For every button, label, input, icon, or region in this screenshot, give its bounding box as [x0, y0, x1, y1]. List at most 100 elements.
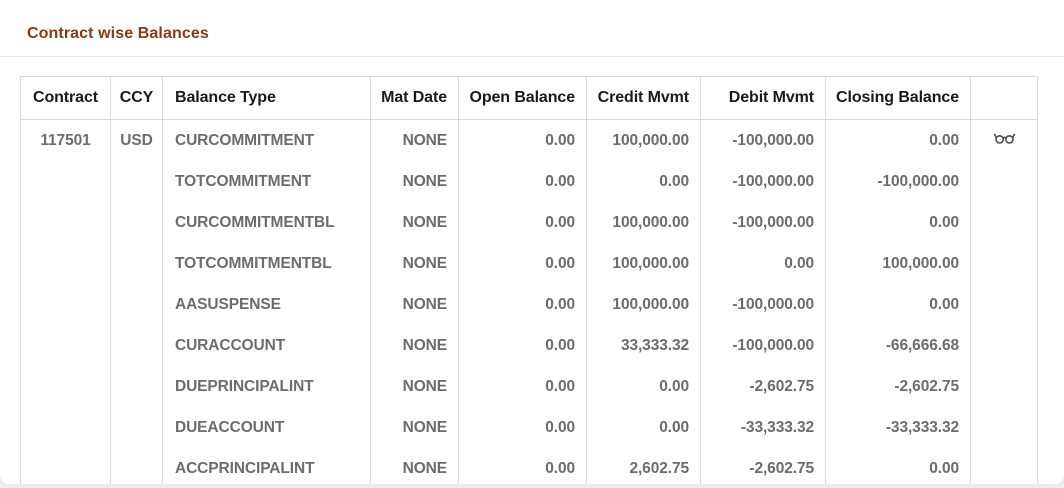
- cell-balance-type: TOTCOMMITMENTBL: [162, 243, 371, 284]
- table-row: TOTCOMMITMENT NONE 0.00 0.00 -100,000.00…: [20, 161, 1038, 202]
- cell-contract: [20, 366, 111, 407]
- title-divider: [0, 56, 1064, 57]
- cell-mat-date: NONE: [370, 243, 459, 284]
- cell-open-balance: 0.00: [458, 284, 587, 325]
- cell-ccy: [110, 202, 163, 243]
- table-row: 117501 USD CURCOMMITMENT NONE 0.00 100,0…: [20, 119, 1038, 161]
- cell-balance-type: CURCOMMITMENTBL: [162, 202, 371, 243]
- cell-ccy: [110, 366, 163, 407]
- cell-action: [970, 119, 1038, 161]
- cell-open-balance: 0.00: [458, 119, 587, 161]
- cell-ccy: [110, 448, 163, 484]
- cell-closing-balance: 0.00: [825, 284, 971, 325]
- cell-mat-date: NONE: [370, 325, 459, 366]
- cell-contract: [20, 448, 111, 484]
- cell-debit-mvmt: 0.00: [700, 243, 826, 284]
- col-header-debit-mvmt: Debit Mvmt: [700, 76, 826, 120]
- cell-action: [970, 325, 1038, 366]
- cell-ccy: [110, 407, 163, 448]
- cell-contract: [20, 407, 111, 448]
- cell-balance-type: ACCPRINCIPALINT: [162, 448, 371, 484]
- cell-closing-balance: 0.00: [825, 202, 971, 243]
- col-header-contract: Contract: [20, 76, 111, 120]
- cell-credit-mvmt: 0.00: [586, 366, 701, 407]
- col-header-balance-type: Balance Type: [162, 76, 371, 120]
- table-row: DUEPRINCIPALINT NONE 0.00 0.00 -2,602.75…: [20, 366, 1038, 407]
- cell-mat-date: NONE: [370, 407, 459, 448]
- cell-open-balance: 0.00: [458, 366, 587, 407]
- cell-action: [970, 243, 1038, 284]
- cell-debit-mvmt: -100,000.00: [700, 161, 826, 202]
- cell-balance-type: AASUSPENSE: [162, 284, 371, 325]
- cell-closing-balance: 0.00: [825, 448, 971, 484]
- cell-closing-balance: -66,666.68: [825, 325, 971, 366]
- cell-credit-mvmt: 100,000.00: [586, 243, 701, 284]
- cell-contract: [20, 325, 111, 366]
- cell-open-balance: 0.00: [458, 448, 587, 484]
- cell-contract: [20, 284, 111, 325]
- cell-action: [970, 284, 1038, 325]
- col-header-action: [970, 76, 1038, 120]
- cell-contract: 117501: [20, 119, 111, 161]
- cell-credit-mvmt: 100,000.00: [586, 284, 701, 325]
- cell-mat-date: NONE: [370, 161, 459, 202]
- col-header-open-balance: Open Balance: [458, 76, 587, 120]
- cell-credit-mvmt: 2,602.75: [586, 448, 701, 484]
- cell-credit-mvmt: 100,000.00: [586, 119, 701, 161]
- cell-mat-date: NONE: [370, 119, 459, 161]
- cell-debit-mvmt: -2,602.75: [700, 448, 826, 484]
- contract-balances-table: Contract CCY Balance Type Mat Date Open …: [20, 76, 1038, 484]
- table-row: ACCPRINCIPALINT NONE 0.00 2,602.75 -2,60…: [20, 448, 1038, 484]
- cell-debit-mvmt: -2,602.75: [700, 366, 826, 407]
- cell-balance-type: CURCOMMITMENT: [162, 119, 371, 161]
- cell-debit-mvmt: -100,000.00: [700, 325, 826, 366]
- cell-closing-balance: 100,000.00: [825, 243, 971, 284]
- cell-contract: [20, 243, 111, 284]
- cell-open-balance: 0.00: [458, 325, 587, 366]
- cell-ccy: [110, 243, 163, 284]
- cell-closing-balance: -33,333.32: [825, 407, 971, 448]
- cell-balance-type: CURACCOUNT: [162, 325, 371, 366]
- cell-contract: [20, 161, 111, 202]
- cell-balance-type: DUEACCOUNT: [162, 407, 371, 448]
- col-header-closing-balance: Closing Balance: [825, 76, 971, 120]
- table-row: CURACCOUNT NONE 0.00 33,333.32 -100,000.…: [20, 325, 1038, 366]
- cell-mat-date: NONE: [370, 366, 459, 407]
- cell-credit-mvmt: 33,333.32: [586, 325, 701, 366]
- cell-ccy: [110, 284, 163, 325]
- cell-debit-mvmt: -33,333.32: [700, 407, 826, 448]
- table-header-row: Contract CCY Balance Type Mat Date Open …: [20, 76, 1038, 120]
- cell-action: [970, 448, 1038, 484]
- table-row: TOTCOMMITMENTBL NONE 0.00 100,000.00 0.0…: [20, 243, 1038, 284]
- cell-open-balance: 0.00: [458, 243, 587, 284]
- col-header-ccy: CCY: [110, 76, 163, 120]
- cell-credit-mvmt: 0.00: [586, 161, 701, 202]
- cell-mat-date: NONE: [370, 202, 459, 243]
- cell-action: [970, 407, 1038, 448]
- cell-action: [970, 202, 1038, 243]
- table-row: AASUSPENSE NONE 0.00 100,000.00 -100,000…: [20, 284, 1038, 325]
- cell-contract: [20, 202, 111, 243]
- cell-action: [970, 366, 1038, 407]
- cell-ccy: [110, 325, 163, 366]
- cell-debit-mvmt: -100,000.00: [700, 119, 826, 161]
- glasses-icon[interactable]: [993, 131, 1016, 145]
- table-row: CURCOMMITMENTBL NONE 0.00 100,000.00 -10…: [20, 202, 1038, 243]
- page-title: Contract wise Balances: [27, 25, 209, 42]
- cell-mat-date: NONE: [370, 448, 459, 484]
- cell-ccy: USD: [110, 119, 163, 161]
- cell-balance-type: TOTCOMMITMENT: [162, 161, 371, 202]
- cell-debit-mvmt: -100,000.00: [700, 284, 826, 325]
- cell-closing-balance: 0.00: [825, 119, 971, 161]
- cell-open-balance: 0.00: [458, 202, 587, 243]
- cell-open-balance: 0.00: [458, 161, 587, 202]
- cell-closing-balance: -2,602.75: [825, 366, 971, 407]
- table-row: DUEACCOUNT NONE 0.00 0.00 -33,333.32 -33…: [20, 407, 1038, 448]
- cell-closing-balance: -100,000.00: [825, 161, 971, 202]
- cell-balance-type: DUEPRINCIPALINT: [162, 366, 371, 407]
- cell-debit-mvmt: -100,000.00: [700, 202, 826, 243]
- col-header-mat-date: Mat Date: [370, 76, 459, 120]
- cell-open-balance: 0.00: [458, 407, 587, 448]
- col-header-credit-mvmt: Credit Mvmt: [586, 76, 701, 120]
